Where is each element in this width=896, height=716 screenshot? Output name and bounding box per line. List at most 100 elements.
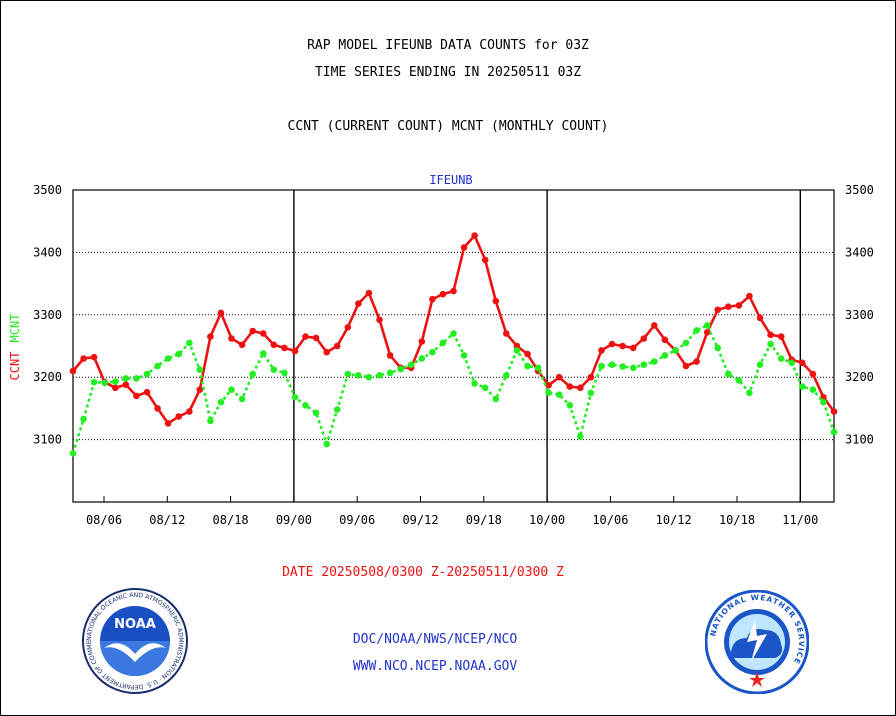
mcnt-point bbox=[80, 415, 87, 423]
mcnt-point bbox=[481, 384, 489, 392]
x-tick-label: 11/00 bbox=[782, 513, 818, 527]
ccnt-point bbox=[651, 322, 658, 329]
x-tick-label: 09/18 bbox=[466, 513, 502, 527]
mcnt-point bbox=[746, 389, 753, 397]
ccnt-point bbox=[323, 348, 331, 356]
noaa-logo: NATIONAL OCEANIC AND ATMOSPHERIC ADMINIS… bbox=[82, 588, 188, 694]
mcnt-point bbox=[460, 352, 468, 359]
mcnt-point bbox=[566, 402, 574, 409]
mcnt-point bbox=[555, 391, 563, 399]
x-tick-label: 09/06 bbox=[339, 513, 375, 527]
mcnt-point bbox=[545, 389, 552, 397]
ccnt-point bbox=[809, 370, 817, 378]
ccnt-point bbox=[619, 342, 626, 350]
ccnt-point bbox=[481, 256, 489, 264]
y-tick-label-right: 3200 bbox=[845, 370, 874, 384]
mcnt-point bbox=[333, 406, 341, 413]
ccnt-point bbox=[143, 388, 151, 396]
y-tick-label-right: 3300 bbox=[845, 308, 874, 322]
ccnt-point bbox=[524, 350, 531, 358]
x-tick-label: 10/00 bbox=[529, 513, 565, 527]
ccnt-point bbox=[133, 392, 140, 400]
mcnt-point bbox=[344, 370, 352, 378]
plot-area-frame bbox=[72, 189, 835, 503]
ccnt-point bbox=[545, 382, 552, 389]
y-tick-label-left: 3400 bbox=[33, 245, 62, 259]
x-tick-label: 10/18 bbox=[719, 513, 755, 527]
ccnt-point bbox=[471, 232, 478, 239]
ccnt-point bbox=[693, 358, 700, 365]
ccnt-point bbox=[228, 335, 235, 342]
ccnt-point bbox=[207, 333, 214, 340]
mcnt-point bbox=[397, 365, 405, 373]
mcnt-point bbox=[69, 450, 77, 457]
mcnt-point bbox=[767, 340, 774, 348]
x-tick-label: 08/06 bbox=[86, 513, 122, 527]
series-line-ccnt bbox=[72, 233, 836, 426]
y-axis-label-mcnt: MCNT bbox=[8, 314, 22, 343]
ccnt-point bbox=[333, 342, 341, 350]
x-tick-label: 10/12 bbox=[656, 513, 692, 527]
mcnt-point bbox=[577, 433, 584, 440]
ccnt-point bbox=[344, 324, 352, 331]
y-tick-label-right: 3400 bbox=[845, 245, 874, 259]
ccnt-point bbox=[629, 344, 637, 352]
doc-noaa-link[interactable]: DOC/NOAA/NWS/NCEP/NCO bbox=[352, 632, 518, 647]
chart-title-line-1: RAP MODEL IFEUNB DATA COUNTS for 03Z bbox=[307, 38, 589, 53]
mcnt-point bbox=[651, 358, 658, 365]
ccnt-point bbox=[249, 327, 256, 335]
ccnt-point bbox=[725, 303, 732, 311]
mcnt-point bbox=[186, 339, 193, 347]
ccnt-point bbox=[746, 292, 753, 300]
mcnt-point bbox=[439, 339, 447, 347]
y-axis-label-ccnt: CCNT bbox=[8, 352, 22, 381]
mcnt-point bbox=[143, 370, 151, 378]
mcnt-point bbox=[101, 379, 108, 387]
x-tick-label: 09/12 bbox=[402, 513, 438, 527]
ccnt-point bbox=[112, 384, 119, 392]
mcnt-point bbox=[672, 347, 679, 354]
x-tick-label: 08/12 bbox=[149, 513, 185, 527]
mcnt-point bbox=[365, 373, 373, 381]
ccnt-point bbox=[777, 333, 785, 340]
ccnt-point bbox=[270, 341, 278, 349]
x-tick-label: 08/18 bbox=[213, 513, 249, 527]
ccnt-point bbox=[355, 300, 362, 307]
mcnt-point bbox=[429, 348, 436, 356]
ccnt-point bbox=[830, 408, 838, 415]
y-tick-label-left: 3200 bbox=[33, 370, 62, 384]
ccnt-point bbox=[703, 329, 711, 336]
ccnt-point bbox=[566, 383, 574, 390]
ccnt-point bbox=[69, 367, 77, 375]
mcnt-point bbox=[492, 395, 500, 403]
mcnt-point bbox=[598, 362, 605, 370]
mcnt-point bbox=[777, 355, 785, 362]
mcnt-point bbox=[154, 362, 161, 370]
ccnt-point bbox=[122, 381, 130, 389]
ccnt-point bbox=[164, 420, 172, 427]
ccnt-point bbox=[682, 362, 690, 370]
ccnt-point bbox=[238, 341, 246, 349]
ccnt-point bbox=[429, 295, 436, 303]
mcnt-point bbox=[281, 369, 288, 377]
mcnt-point bbox=[323, 440, 331, 448]
mcnt-point bbox=[376, 372, 383, 379]
ccnt-point bbox=[799, 359, 806, 367]
ccnt-point bbox=[450, 287, 457, 295]
mcnt-point bbox=[629, 364, 637, 372]
nco-website-link[interactable]: WWW.NCO.NCEP.NOAA.GOV bbox=[352, 659, 518, 674]
ccnt-point bbox=[291, 347, 299, 355]
ccnt-point bbox=[386, 352, 394, 359]
y-tick-label-left: 3100 bbox=[33, 433, 62, 447]
mcnt-point bbox=[714, 344, 721, 352]
plot-title: IFEUNB bbox=[429, 173, 472, 187]
ccnt-point bbox=[80, 355, 87, 362]
mcnt-point bbox=[587, 389, 595, 397]
mcnt-point bbox=[249, 370, 256, 378]
y-tick-label-right: 3500 bbox=[845, 183, 874, 197]
ccnt-point bbox=[365, 289, 373, 297]
y-tick-label-left: 3300 bbox=[33, 308, 62, 322]
ccnt-point bbox=[376, 316, 383, 324]
mcnt-point bbox=[820, 398, 827, 406]
ccnt-point bbox=[418, 338, 426, 345]
